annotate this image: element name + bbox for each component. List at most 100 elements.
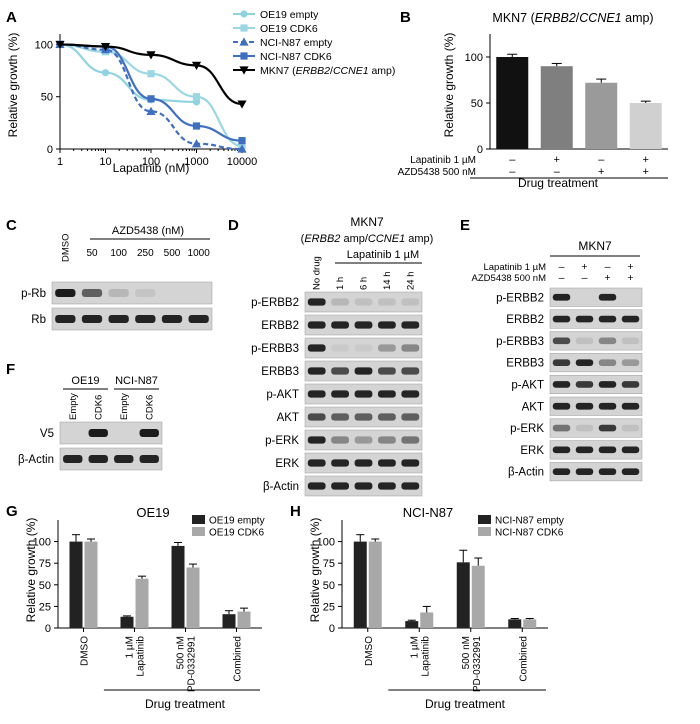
panel-g-title: OE19 bbox=[136, 505, 169, 520]
panel-e-band bbox=[621, 446, 640, 454]
panel-c-band bbox=[135, 315, 156, 323]
panel-a-xlabel: Lapatinib (nM) bbox=[113, 161, 190, 175]
panel-d-band bbox=[401, 367, 420, 375]
panel-g-category-label: PD-0332991 bbox=[187, 636, 198, 693]
panel-e-row-label: p-AKT bbox=[511, 379, 544, 391]
panel-g-legend-label: OE19 empty bbox=[209, 516, 265, 527]
panel-e-band bbox=[598, 402, 617, 410]
panel-d-blot-strip bbox=[304, 291, 423, 313]
panel-c-band bbox=[135, 289, 156, 297]
panel-h-bar bbox=[368, 541, 382, 628]
panel-g-bar bbox=[69, 541, 83, 628]
panel-e-treatment-mark: + bbox=[627, 272, 633, 284]
panel-g-y-tick-label: 75 bbox=[39, 558, 51, 570]
panel-h-y-tick-label: 100 bbox=[317, 537, 335, 549]
panel-f-band bbox=[139, 429, 159, 437]
panel-e-band bbox=[621, 381, 640, 388]
panel-d: D MKN7 (ERBB2 amp/CCNE1 amp) Lapatinib 1… bbox=[228, 215, 433, 497]
panel-h-bar bbox=[353, 541, 367, 628]
panel-a-point bbox=[192, 93, 201, 101]
panel-d-row-label: ERK bbox=[275, 458, 299, 470]
panel-d-row-label: p-ERBB3 bbox=[251, 343, 299, 355]
panel-b-treatment-mark: + bbox=[643, 154, 649, 166]
panel-g-legend-swatch bbox=[192, 515, 205, 524]
panel-d-band bbox=[378, 436, 396, 444]
panel-b-treatment-label: AZD5438 500 nM bbox=[398, 167, 476, 178]
panel-d-band bbox=[331, 298, 349, 306]
panel-e-band bbox=[575, 468, 594, 475]
panel-d-band bbox=[307, 344, 326, 352]
panel-e-band bbox=[552, 468, 571, 475]
panel-a-legend-marker bbox=[240, 24, 248, 32]
panel-d-row-label: β-Actin bbox=[263, 481, 299, 493]
panel-e-band bbox=[552, 402, 571, 410]
panel-e-blot-strip bbox=[549, 331, 643, 351]
panel-c-band bbox=[55, 289, 76, 297]
panel-d-band bbox=[354, 298, 373, 306]
panel-d-band bbox=[401, 344, 420, 352]
panel-e-band bbox=[621, 402, 640, 410]
panel-d-band bbox=[331, 482, 349, 490]
panel-h-category-label: 1 µM bbox=[409, 636, 420, 658]
panel-e-band bbox=[575, 446, 594, 454]
panel-f-lane-label: CDK6 bbox=[93, 395, 104, 420]
panel-b-treatment-label: Lapatinib 1 µM bbox=[410, 155, 476, 166]
panel-d-letter: D bbox=[228, 217, 239, 234]
panel-f-band bbox=[114, 455, 134, 463]
panel-f-row-label: β-Actin bbox=[18, 454, 54, 466]
panel-g-bar bbox=[222, 614, 236, 628]
panel-c-letter: C bbox=[6, 217, 17, 234]
panel-b-y-tick-label: 50 bbox=[471, 98, 483, 110]
panel-e-blot-strip bbox=[549, 287, 643, 307]
panel-f-group-label: NCI-N87 bbox=[115, 375, 158, 387]
panel-c-band bbox=[81, 289, 103, 297]
panel-d-band bbox=[354, 459, 373, 467]
panel-c-lane-label: 500 bbox=[164, 248, 181, 259]
panel-e-band bbox=[621, 468, 640, 475]
panel-e-band bbox=[598, 446, 617, 454]
panel-a-legend: OE19 empty OE19 CDK6 NCI-N87 empty NCI-N87 … bbox=[233, 9, 395, 77]
panel-c-blot-strip bbox=[51, 281, 213, 305]
panel-d-band bbox=[331, 459, 349, 467]
panel-a-point bbox=[55, 40, 65, 50]
panel-h-xlabel: Drug treatment bbox=[425, 697, 506, 711]
panel-b-bar bbox=[496, 57, 529, 149]
panel-b-xlabel: Drug treatment bbox=[518, 176, 599, 190]
panel-a: A Relative growth (%) Lapatinib (nM) 0 50… bbox=[6, 9, 395, 175]
panel-d-band bbox=[378, 321, 396, 329]
panel-d-band bbox=[378, 482, 396, 490]
panel-c-lane-label: DMSO bbox=[60, 234, 71, 263]
panel-d-lane-label: 24 h bbox=[405, 272, 416, 291]
panel-e-band bbox=[598, 359, 617, 366]
panel-e-treatment-mark: – bbox=[605, 261, 611, 273]
panel-b-bar bbox=[629, 103, 662, 149]
panel-d-band bbox=[401, 390, 420, 398]
panel-h-y-tick-label: 75 bbox=[323, 558, 335, 570]
panel-g-category-label: Combined bbox=[233, 636, 244, 682]
panel-e-row-label: ERK bbox=[520, 445, 544, 457]
panel-h-letter: H bbox=[290, 503, 301, 520]
panel-a-legend-marker bbox=[240, 10, 248, 18]
panel-a-point bbox=[101, 69, 110, 77]
panel-d-band bbox=[307, 459, 326, 467]
panel-a-x-tick-label: 10 bbox=[99, 156, 111, 168]
panel-c-lane-label: 50 bbox=[86, 248, 98, 259]
panel-d-band bbox=[378, 344, 396, 352]
panel-g-y-tick-label: 50 bbox=[39, 580, 51, 592]
panel-d-band bbox=[354, 413, 373, 421]
panel-d-band bbox=[307, 321, 326, 329]
panel-d-band bbox=[354, 321, 373, 329]
panel-e-band bbox=[552, 293, 571, 301]
panel-a-point bbox=[146, 106, 156, 115]
panel-d-band bbox=[354, 344, 373, 352]
panel-e-band bbox=[552, 446, 571, 454]
panel-e-treatment-label: AZD5438 500 nM bbox=[472, 273, 547, 284]
panel-a-point bbox=[238, 137, 246, 145]
panel-a-series-line bbox=[59, 43, 243, 151]
panel-g-category-label: 1 µM bbox=[125, 636, 136, 658]
panel-a-point bbox=[147, 95, 155, 103]
panel-a-y-tick-label: 0 bbox=[47, 144, 53, 156]
panel-c-band bbox=[81, 315, 103, 323]
panel-g-category-label: Lapatinib bbox=[136, 636, 147, 677]
panel-d-row-label: AKT bbox=[277, 412, 299, 424]
